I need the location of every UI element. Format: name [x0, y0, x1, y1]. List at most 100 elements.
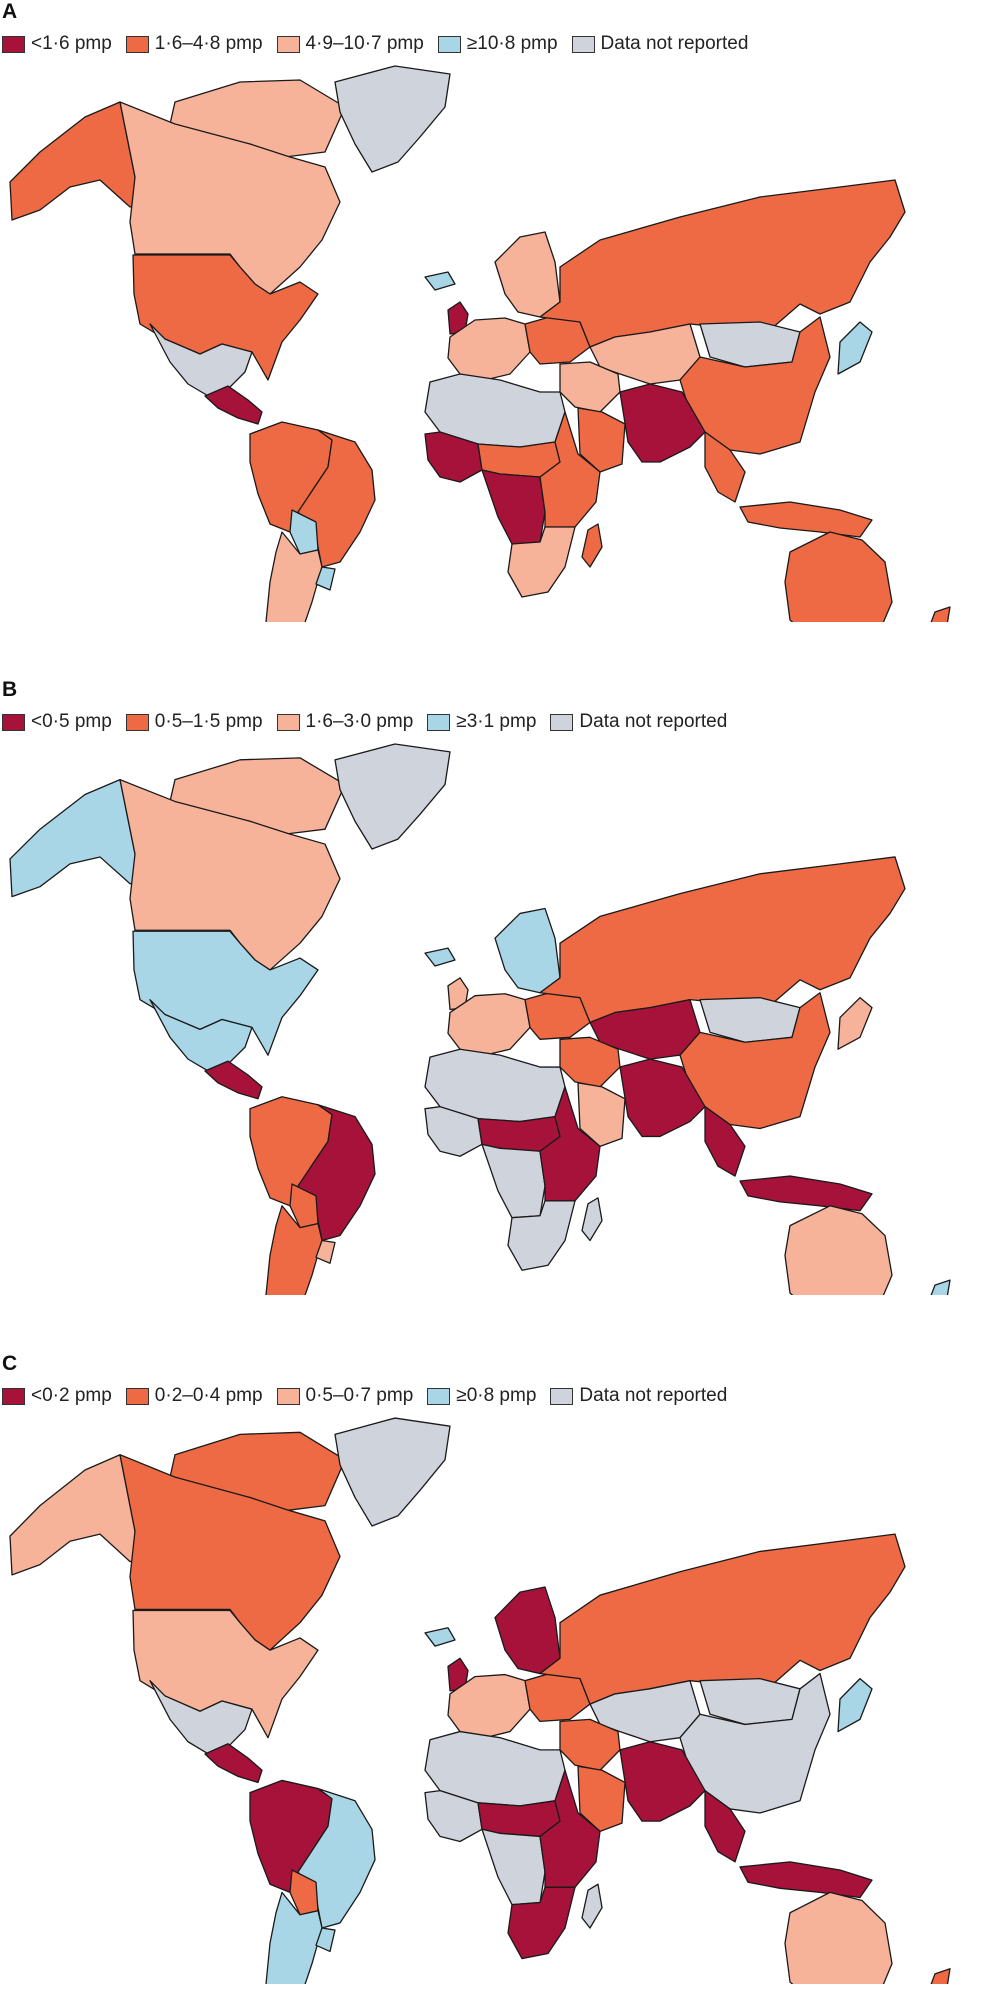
- world-map: [9, 65, 951, 622]
- region-russia: [539, 1533, 906, 1705]
- region-middle-east: [559, 1718, 621, 1771]
- region-west-africa: [424, 431, 483, 483]
- region-south-asia: [619, 1741, 706, 1822]
- legend-swatch: [427, 1387, 451, 1405]
- legend-item: <0·2 pmp: [2, 1385, 112, 1407]
- region-indonesia: [739, 1861, 873, 1899]
- region-west-europe: [447, 1673, 531, 1739]
- legend-label: 1·6–3·0 pmp: [305, 711, 414, 732]
- legend-item: <1·6 pmp: [2, 33, 112, 55]
- region-new-zealand: [930, 1279, 951, 1295]
- region-west-europe: [447, 317, 531, 381]
- map-panel-a: A <1·6 pmp 1·6–4·8 pmp 4·9–10·7 pmp ≥10·…: [0, 0, 1000, 660]
- region-new-zealand: [930, 606, 951, 622]
- world-map: [9, 1417, 951, 1984]
- legend-item: 0·5–1·5 pmp: [125, 711, 263, 733]
- legend-swatch: [125, 35, 149, 53]
- legend-item: Data not reported: [550, 711, 727, 733]
- region-uk: [447, 301, 469, 335]
- legend: <1·6 pmp 1·6–4·8 pmp 4·9–10·7 pmp ≥10·8 …: [2, 31, 762, 57]
- legend-item: <0·5 pmp: [2, 711, 112, 733]
- legend-swatch: [2, 35, 25, 53]
- legend-label: ≥0·8 pmp: [456, 1385, 537, 1406]
- legend-swatch: [125, 713, 149, 731]
- legend-swatch: [2, 1387, 25, 1405]
- legend-swatch: [276, 1387, 300, 1405]
- legend-label: Data not reported: [579, 1385, 728, 1406]
- region-south-asia: [619, 383, 706, 463]
- map-panel-b: B <0·5 pmp 0·5–1·5 pmp 1·6–3·0 pmp ≥3·1 …: [0, 678, 1000, 1308]
- region-central-america: [204, 1060, 263, 1100]
- region-middle-east: [559, 361, 621, 413]
- legend-swatch: [427, 713, 451, 731]
- region-greenland: [334, 1417, 451, 1527]
- legend-item: 0·2–0·4 pmp: [125, 1385, 263, 1407]
- region-iceland: [424, 1627, 456, 1647]
- region-japan: [837, 1677, 873, 1733]
- legend-item: Data not reported: [571, 33, 749, 55]
- legend-swatch: [125, 1387, 149, 1405]
- legend-swatch: [437, 35, 461, 53]
- legend: <0·2 pmp 0·2–0·4 pmp 0·5–0·7 pmp ≥0·8 pm…: [2, 1383, 741, 1409]
- region-southern-africa: [507, 1886, 576, 1960]
- region-australia: [784, 1891, 893, 1984]
- region-russia: [539, 856, 906, 1024]
- region-arabia: [577, 1082, 626, 1147]
- region-madagascar: [581, 523, 603, 568]
- region-argentina-chile: [265, 531, 323, 622]
- region-southern-africa: [507, 526, 576, 598]
- region-scandinavia: [494, 1586, 561, 1675]
- region-mexico: [149, 999, 253, 1073]
- legend-item: 4·9–10·7 pmp: [276, 33, 424, 55]
- region-russia: [539, 179, 906, 348]
- region-southeast-asia: [704, 1106, 746, 1177]
- region-mexico: [149, 1680, 253, 1756]
- region-japan: [837, 997, 873, 1050]
- region-middle-east: [559, 1036, 621, 1088]
- legend-item: ≥0·8 pmp: [427, 1385, 536, 1407]
- legend-label: Data not reported: [579, 711, 728, 732]
- legend-item: Data not reported: [550, 1385, 727, 1407]
- legend-label: <0·5 pmp: [31, 711, 112, 732]
- legend-label: Data not reported: [600, 33, 749, 54]
- legend-item: 0·5–0·7 pmp: [276, 1385, 413, 1407]
- region-scandinavia: [494, 907, 561, 994]
- region-argentina-chile: [265, 1205, 323, 1295]
- region-indonesia: [739, 1175, 873, 1212]
- region-madagascar: [581, 1197, 603, 1242]
- region-mexico: [149, 323, 253, 398]
- legend-label: <0·2 pmp: [31, 1385, 112, 1406]
- region-canada: [119, 1454, 341, 1651]
- region-uk: [447, 1657, 469, 1692]
- legend-swatch: [2, 713, 25, 731]
- panel-letter: B: [2, 678, 18, 701]
- legend-label: ≥10·8 pmp: [466, 33, 558, 54]
- world-map: [9, 743, 951, 1295]
- region-scandinavia: [494, 231, 561, 318]
- region-canada: [119, 101, 341, 295]
- legend-swatch: [550, 713, 574, 731]
- region-west-africa: [424, 1106, 483, 1157]
- region-australia: [784, 531, 893, 622]
- region-uruguay: [315, 1927, 336, 1953]
- legend-item: 1·6–4·8 pmp: [125, 33, 263, 55]
- region-canada: [119, 778, 341, 971]
- legend-swatch: [550, 1387, 574, 1405]
- region-southeast-asia: [704, 1789, 746, 1863]
- region-west-africa: [424, 1789, 483, 1843]
- legend-label: 1·6–4·8 pmp: [154, 33, 263, 54]
- region-southeast-asia: [704, 431, 746, 503]
- map-panel-c: C <0·2 pmp 0·2–0·4 pmp 0·5–0·7 pmp ≥0·8 …: [0, 1352, 1000, 1993]
- region-uruguay: [315, 1239, 336, 1264]
- legend-swatch: [571, 35, 595, 53]
- legend-swatch: [276, 35, 300, 53]
- region-central-africa: [481, 469, 546, 545]
- legend-label: 4·9–10·7 pmp: [305, 33, 424, 54]
- region-uk: [447, 977, 469, 1011]
- legend-item: 1·6–3·0 pmp: [276, 711, 414, 733]
- panel-letter: C: [2, 1352, 18, 1375]
- region-new-zealand: [930, 1968, 951, 1984]
- region-japan: [837, 321, 873, 375]
- region-south-asia: [619, 1058, 706, 1138]
- region-central-america: [204, 1743, 263, 1784]
